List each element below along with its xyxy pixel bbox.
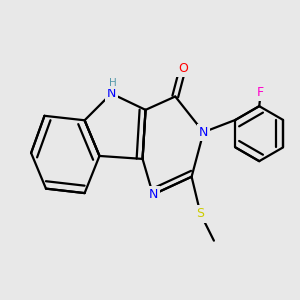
Text: S: S	[196, 207, 205, 220]
Text: O: O	[178, 62, 188, 75]
Text: N: N	[148, 188, 158, 201]
Text: N: N	[199, 126, 208, 139]
Text: N: N	[107, 87, 116, 100]
Text: H: H	[109, 78, 117, 88]
Text: F: F	[257, 86, 264, 99]
